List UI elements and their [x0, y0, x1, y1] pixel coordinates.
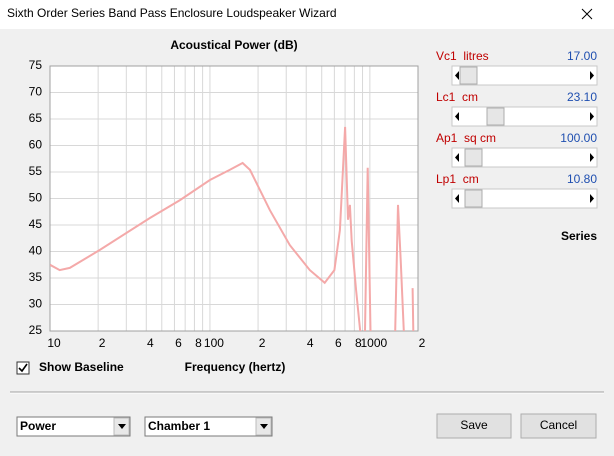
y-tick-label: 25 — [29, 323, 43, 337]
x-tick-label: 4 — [147, 336, 154, 350]
x-tick-label: 4 — [307, 336, 314, 350]
x-tick-label: 1000 — [361, 336, 388, 350]
slider-track[interactable] — [451, 147, 598, 168]
dropdown[interactable] — [16, 416, 131, 437]
y-tick-label: 70 — [29, 85, 43, 99]
x-tick-label: 10 — [47, 336, 61, 350]
x-tick-label: 8 — [195, 336, 202, 350]
x-tick-label: 6 — [335, 336, 342, 350]
y-tick-label: 45 — [29, 217, 43, 231]
y-tick-label: 65 — [29, 111, 43, 125]
slider-label: Vc1 litres — [436, 49, 489, 63]
x-axis-label: Frequency (hertz) — [185, 360, 286, 374]
y-tick-label: 40 — [29, 244, 43, 258]
y-tick-label: 75 — [29, 58, 43, 72]
checkbox[interactable] — [16, 361, 30, 375]
slider-value: 23.10 — [567, 90, 597, 104]
y-tick-label: 55 — [29, 164, 43, 178]
slider-track[interactable] — [451, 106, 598, 127]
slider-left-arrow[interactable] — [455, 194, 459, 203]
x-tick-label: 100 — [204, 336, 224, 350]
dropdown-value: Chamber 1 — [148, 419, 210, 433]
slider-right-arrow[interactable] — [590, 153, 594, 162]
slider-thumb[interactable] — [459, 66, 478, 85]
y-tick-label: 60 — [29, 138, 43, 152]
check-mark — [18, 363, 28, 373]
slider-thumb[interactable] — [464, 189, 483, 208]
slider-label: Lc1 cm — [436, 90, 478, 104]
x-tick-label: 2 — [99, 336, 106, 350]
chart-title: Acoustical Power (dB) — [170, 38, 297, 52]
dropdown-arrow — [260, 424, 268, 429]
slider-value: 100.00 — [560, 131, 597, 145]
close-button[interactable] — [581, 8, 593, 20]
slider-value: 17.00 — [567, 49, 597, 63]
slider-label: Ap1 sq cm — [436, 131, 496, 145]
response-line — [50, 126, 415, 331]
dropdown-value: Power — [20, 419, 56, 433]
slider-left-arrow[interactable] — [455, 71, 459, 80]
slider-right-arrow[interactable] — [590, 71, 594, 80]
y-tick-label: 35 — [29, 270, 43, 284]
dropdown-arrow — [118, 424, 126, 429]
button-label: Cancel — [540, 418, 577, 432]
slider-value: 10.80 — [567, 172, 597, 186]
x-tick-label: 2 — [259, 336, 266, 350]
slider-thumb[interactable] — [486, 107, 505, 126]
slider-thumb[interactable] — [464, 148, 483, 167]
title-bar — [0, 0, 614, 29]
slider-left-arrow[interactable] — [455, 153, 459, 162]
slider-track[interactable] — [451, 188, 598, 209]
series-label: Series — [561, 229, 597, 243]
slider-label: Lp1 cm — [436, 172, 479, 186]
x-tick-label: 8 — [355, 336, 362, 350]
slider-left-arrow[interactable] — [455, 112, 459, 121]
button[interactable] — [520, 413, 597, 439]
y-tick-label: 30 — [29, 297, 43, 311]
dropdown[interactable] — [144, 416, 273, 437]
checkbox-label[interactable]: Show Baseline — [39, 360, 124, 374]
y-tick-label: 50 — [29, 191, 43, 205]
x-tick-label: 6 — [175, 336, 182, 350]
slider-right-arrow[interactable] — [590, 194, 594, 203]
plot-border — [49, 65, 419, 332]
button-label: Save — [460, 418, 488, 432]
slider-track[interactable] — [451, 65, 598, 86]
window-title: Sixth Order Series Band Pass Enclosure L… — [7, 6, 337, 20]
button[interactable] — [436, 413, 512, 439]
slider-right-arrow[interactable] — [590, 112, 594, 121]
x-tick-label: 2 — [419, 336, 426, 350]
